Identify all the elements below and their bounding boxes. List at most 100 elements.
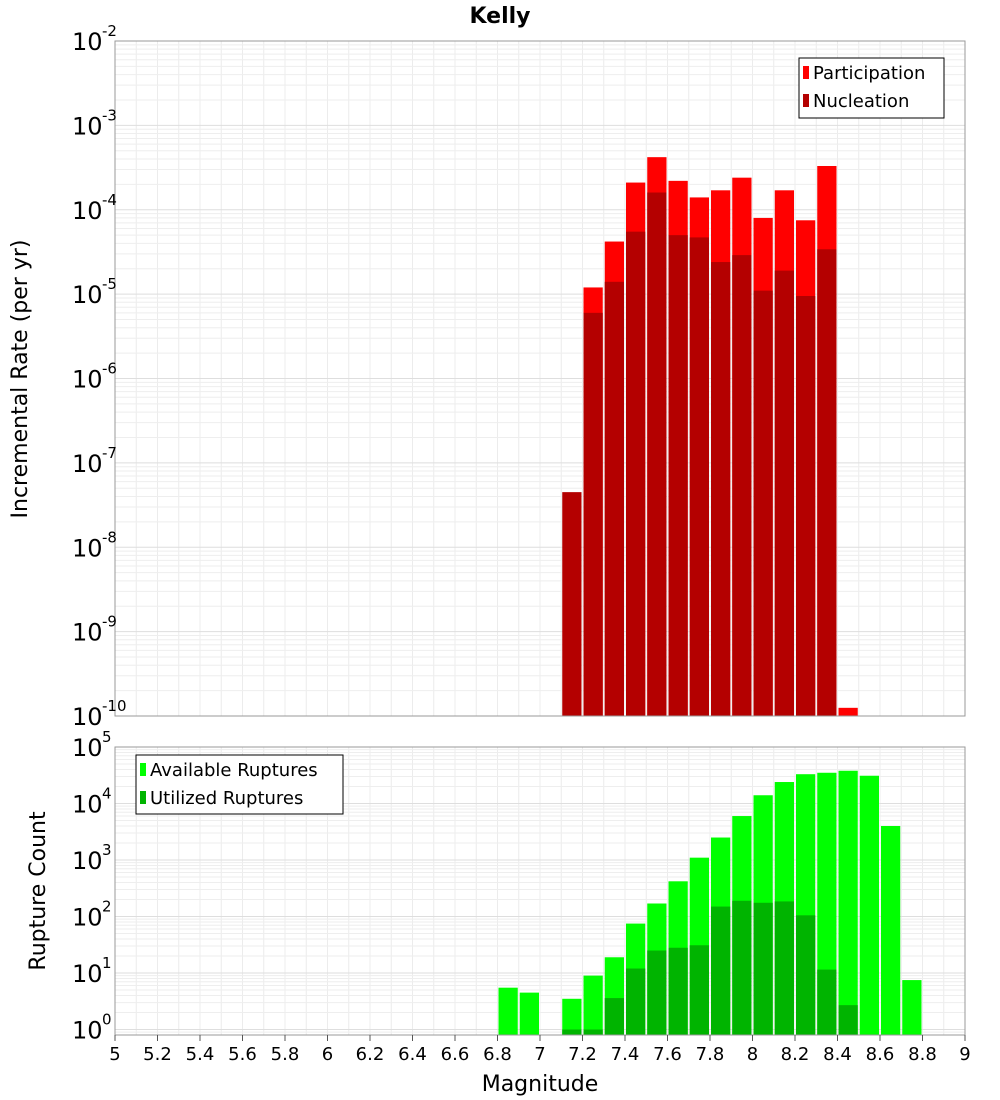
bottom-bar-utilized-ruptures (689, 945, 709, 1035)
x-axis-ticks: 5 5.2 5.4 5.6 5.8 6 6.2 6.4 6.6 6.8 7 7.2 7.4 7.6 7.8 8… (109, 1035, 971, 1065)
top-bar-nucleation (604, 281, 624, 716)
top-y-tick-exponent: -9 (102, 613, 117, 631)
x-tick-label: 9 (959, 1044, 970, 1065)
bottom-bar-utilized-ruptures (796, 915, 816, 1035)
top-bar-nucleation (796, 296, 816, 716)
top-y-tick-exponent: -8 (102, 528, 117, 546)
bottom-bar-utilized-ruptures (604, 998, 624, 1035)
bottom-y-tick-exponent: 5 (102, 728, 112, 746)
legend-swatch-available-ruptures (140, 763, 146, 776)
bottom-y-tick-label: 10 4 (72, 785, 112, 819)
bottom-legend: Available Ruptures Utilized Ruptures (135, 754, 344, 815)
top-y-tick-label: 10 -6 (72, 360, 117, 394)
bottom-bar-utilized-ruptures (562, 1029, 582, 1035)
x-tick-label: 7.2 (568, 1044, 597, 1065)
top-y-tick-label: 10 -7 (72, 444, 117, 478)
bottom-y-tick-exponent: 2 (102, 898, 112, 916)
top-y-tick-base: 10 (72, 28, 103, 56)
bottom-bar-utilized-ruptures (626, 968, 646, 1035)
top-bar-nucleation (732, 255, 752, 716)
x-tick-label: 8.4 (823, 1044, 852, 1065)
bottom-y-tick-exponent: 3 (102, 841, 112, 859)
top-bar-participation (838, 707, 858, 716)
top-panel-bars (562, 157, 858, 717)
top-y-tick-base: 10 (72, 281, 103, 309)
x-axis-label: Magnitude (482, 1072, 599, 1097)
bottom-bar-available-ruptures (519, 992, 539, 1035)
chart-title: Kelly (469, 4, 530, 29)
top-y-tick-exponent: -4 (102, 191, 117, 209)
legend-label-participation: Participation (813, 63, 925, 84)
bottom-bar-available-ruptures (583, 975, 603, 1035)
bottom-bar-utilized-ruptures (817, 969, 837, 1035)
legend-label-nucleation: Nucleation (813, 91, 909, 112)
x-tick-label: 7.8 (696, 1044, 725, 1065)
top-bar-nucleation (647, 192, 667, 717)
top-y-tick-base: 10 (72, 703, 103, 731)
x-tick-label: 7.6 (653, 1044, 682, 1065)
bottom-bar-utilized-ruptures (668, 947, 688, 1035)
top-y-tick-label: 10 -5 (72, 275, 117, 309)
top-legend: Participation Nucleation (798, 57, 945, 119)
bottom-bar-available-ruptures (498, 987, 518, 1035)
top-y-tick-exponent: -10 (102, 697, 127, 715)
bottom-y-tick-base: 10 (72, 1017, 103, 1045)
bottom-bar-available-ruptures (562, 998, 582, 1035)
x-tick-label: 5.6 (228, 1044, 257, 1065)
bottom-bar-available-ruptures (881, 825, 901, 1035)
top-legend-box (798, 57, 945, 119)
bottom-y-axis-label: Rupture Count (26, 811, 51, 971)
legend-label-available-ruptures: Available Ruptures (150, 760, 318, 781)
top-y-tick-base: 10 (72, 450, 103, 478)
bottom-y-tick-base: 10 (72, 847, 103, 875)
x-tick-label: 8.2 (781, 1044, 810, 1065)
top-y-axis-label: Incremental Rate (per yr) (8, 240, 33, 519)
top-y-tick-label: 10 -8 (72, 528, 117, 562)
x-tick-label: 7.4 (611, 1044, 640, 1065)
top-y-tick-exponent: -3 (102, 106, 117, 124)
top-bar-nucleation (583, 312, 603, 716)
top-y-tick-label: 10 -3 (72, 106, 117, 140)
bottom-bar-utilized-ruptures (732, 900, 752, 1035)
bottom-bar-utilized-ruptures (774, 901, 794, 1035)
top-y-tick-exponent: -2 (102, 22, 117, 40)
x-tick-label: 6.8 (483, 1044, 512, 1065)
legend-swatch-utilized-ruptures (140, 791, 146, 804)
bottom-bar-utilized-ruptures (583, 1029, 603, 1035)
x-tick-label: 8 (747, 1044, 758, 1065)
top-y-tick-label: 10 -9 (72, 613, 117, 647)
bottom-y-tick-base: 10 (72, 791, 103, 819)
bottom-y-tick-base: 10 (72, 904, 103, 932)
legend-swatch-participation (803, 66, 809, 79)
bottom-y-tick-label: 10 3 (72, 841, 112, 875)
top-y-tick-label: 10 -2 (72, 22, 117, 56)
x-tick-label: 6.4 (398, 1044, 427, 1065)
x-tick-label: 5.8 (271, 1044, 300, 1065)
bottom-bar-available-ruptures (838, 770, 858, 1035)
bottom-bar-utilized-ruptures (838, 1005, 858, 1035)
top-y-tick-base: 10 (72, 534, 103, 562)
x-tick-label: 5.2 (143, 1044, 172, 1065)
top-y-tick-base: 10 (72, 619, 103, 647)
top-y-tick-base: 10 (72, 197, 103, 225)
top-y-tick-exponent: -7 (102, 444, 117, 462)
bottom-bar-available-ruptures (859, 775, 879, 1035)
top-y-tick-base: 10 (72, 366, 103, 394)
x-tick-label: 5 (109, 1044, 120, 1065)
top-bar-nucleation (774, 270, 794, 716)
bottom-y-tick-label: 10 1 (72, 954, 112, 988)
top-bar-nucleation (668, 235, 688, 716)
bottom-y-tick-label: 10 2 (72, 898, 112, 932)
top-panel-grid (114, 40, 966, 717)
x-tick-label: 5.4 (186, 1044, 215, 1065)
bottom-bar-utilized-ruptures (753, 902, 773, 1035)
x-tick-label: 8.8 (908, 1044, 937, 1065)
top-y-tick-exponent: -6 (102, 360, 117, 378)
bottom-legend-box (135, 754, 344, 815)
top-bar-nucleation (626, 231, 646, 716)
bottom-y-tick-exponent: 4 (102, 785, 112, 803)
top-y-tick-exponent: -5 (102, 275, 117, 293)
